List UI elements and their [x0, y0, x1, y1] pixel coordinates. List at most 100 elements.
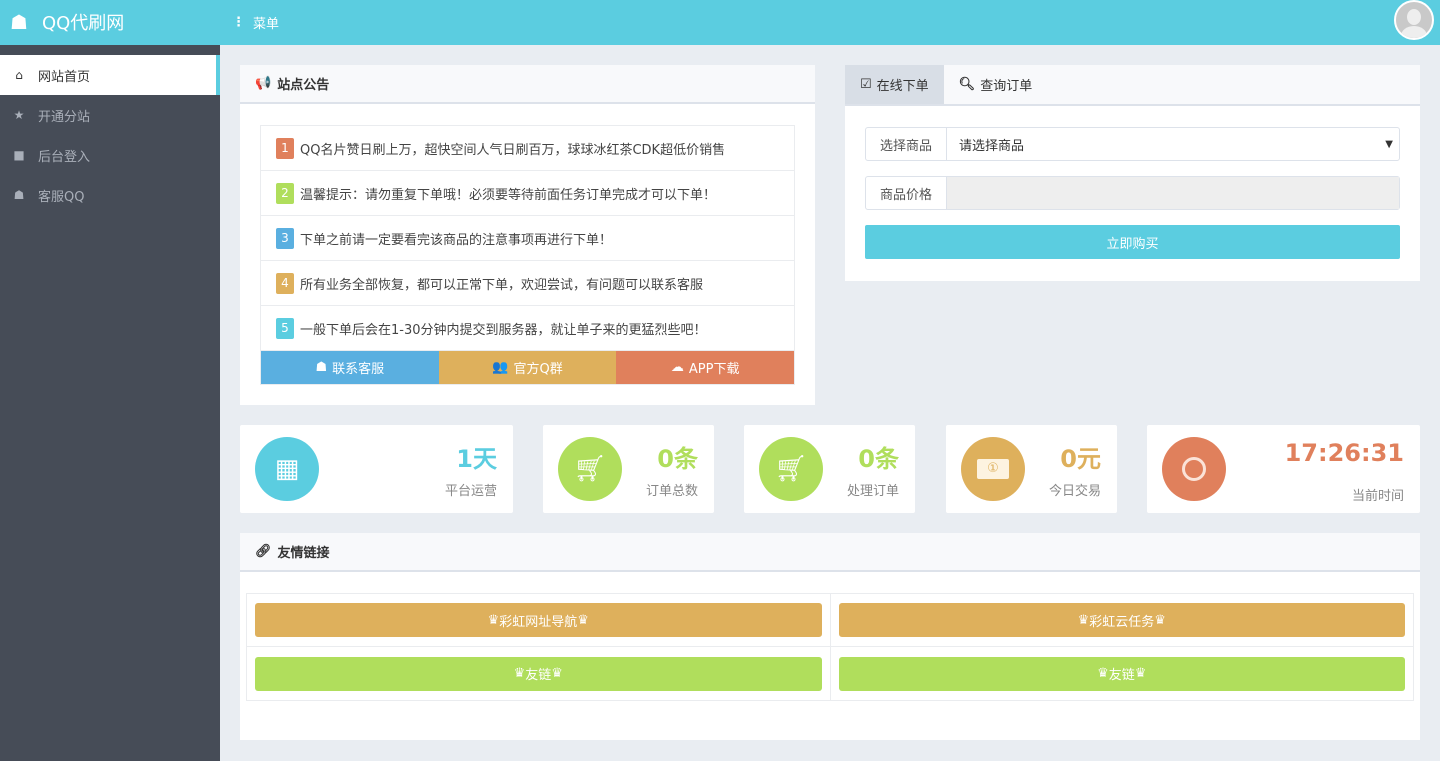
menu-label: 菜单	[253, 17, 280, 32]
notice-number: 3	[276, 227, 294, 249]
stat-card-today-trade: ① 0元 今日交易	[946, 425, 1117, 513]
sidebar-item-admin-login[interactable]: ■ 后台登入	[0, 135, 220, 175]
notice-number: 2	[276, 182, 294, 204]
crown-icon: ♛	[551, 666, 563, 681]
tab-label: 在线下单	[876, 79, 929, 94]
clock-icon	[1162, 437, 1226, 501]
bullhorn-icon: 📢	[255, 76, 272, 91]
notice-list: 1 QQ名片赞日刷上万，超快空间人气日刷百万，球球冰红茶CDK超低价销售 2 温馨提…	[260, 125, 795, 385]
links-title: 友情链接	[277, 546, 330, 561]
tab-query-order[interactable]: 🔍︎ 查询订单	[944, 65, 1048, 104]
link-label: 友链	[1108, 668, 1135, 683]
stat-label: 当前时间	[1351, 489, 1404, 504]
official-group-button[interactable]: 👥 官方Q群	[438, 351, 617, 384]
search-icon: 🔍︎	[958, 77, 976, 92]
order-panel: ☑ 在线下单 🔍︎ 查询订单 选择商品 请选择商品 ▼ 商品价格 立即购买	[845, 65, 1420, 281]
notice-item: 4 所有业务全部恢复，都可以正常下单，欢迎尝试，有问题可以联系客服	[261, 261, 794, 306]
stat-label: 今日交易	[1048, 484, 1101, 499]
crown-icon: ♛	[1154, 612, 1166, 628]
link-button[interactable]: ♛ 友链 ♛	[838, 656, 1405, 691]
stat-card-uptime: ▦ 1天 平台运营	[240, 425, 513, 513]
top-header: ☗ QQ代刷网 ⋮ 菜单	[0, 0, 1440, 45]
button-label: APP下载	[688, 362, 740, 377]
tab-online-order[interactable]: ☑ 在线下单	[845, 65, 944, 104]
crown-icon: ♛	[513, 666, 526, 681]
sidebar-item-label: 后台登入	[38, 149, 91, 165]
qq-icon: ☗	[315, 360, 328, 375]
notice-text: 一般下单后会在1-30分钟内提交到服务器，就让单子来的更猛烈些吧！	[300, 322, 707, 338]
product-select-value: 请选择商品	[959, 138, 1025, 154]
link-label: 彩虹云任务	[1089, 614, 1155, 630]
link-button[interactable]: ♛ 友链 ♛	[255, 656, 822, 691]
crown-icon: ♛	[1097, 666, 1109, 681]
price-group: 商品价格	[865, 176, 1400, 210]
star-icon: ★	[13, 108, 25, 122]
users-icon: 👥	[492, 360, 509, 375]
lock-icon: ■	[13, 148, 25, 162]
link-button[interactable]: ♛ 彩虹云任务 ♛	[838, 603, 1405, 637]
notice-item: 2 温馨提示：请勿重复下单哦！必须要等待前面任务订单完成才可以下单！	[261, 171, 794, 216]
sidebar-item-support-qq[interactable]: ☗ 客服QQ	[0, 175, 220, 215]
crown-icon: ♛	[487, 612, 500, 628]
notice-text: QQ名片赞日刷上万，超快空间人气日刷百万，球球冰红茶CDK超低价销售	[300, 142, 726, 158]
links-header: 🔗︎ 友情链接	[240, 533, 1420, 572]
app-download-button[interactable]: ☁ APP下载	[616, 351, 795, 384]
stat-value: 1天	[456, 445, 497, 473]
menu-toggle[interactable]: ⋮ 菜单	[232, 13, 279, 32]
notice-item: 5 一般下单后会在1-30分钟内提交到服务器，就让单子来的更猛烈些吧！	[261, 306, 794, 351]
site-logo[interactable]: ☗ QQ代刷网	[10, 9, 124, 35]
qq-icon: ☗	[13, 188, 25, 202]
cart-icon: 🛒︎	[759, 437, 823, 501]
stat-value: 0条	[858, 445, 899, 473]
crown-icon: ♛	[1134, 666, 1147, 681]
avatar[interactable]	[1394, 0, 1434, 40]
caret-down-icon: ▼	[1385, 138, 1393, 150]
home-icon: ⌂	[15, 68, 23, 82]
qq-penguin-icon: ☗	[10, 10, 28, 34]
stat-label: 处理订单	[846, 484, 899, 499]
notice-title: 站点公告	[277, 78, 330, 93]
notice-text: 温馨提示：请勿重复下单哦！必须要等待前面任务订单完成才可以下单！	[300, 187, 717, 203]
stat-label: 订单总数	[645, 484, 698, 499]
check-square-icon: ☑	[860, 77, 872, 92]
crown-icon: ♛	[1077, 612, 1090, 628]
links-panel: 🔗︎ 友情链接 ♛ 彩虹网址导航 ♛ ♛ 彩虹云任务 ♛ ♛ 友链 ♛ ♛ 友链 ♛	[240, 533, 1420, 740]
stat-value: 17:26:31	[1284, 439, 1404, 467]
sidebar-item-label: 网站首页	[38, 69, 91, 85]
money-icon: ①	[961, 437, 1025, 501]
stat-card-current-time: 17:26:31 当前时间	[1147, 425, 1420, 513]
button-label: 官方Q群	[513, 362, 563, 377]
calendar-icon: ▦	[255, 437, 319, 501]
notice-text: 所有业务全部恢复，都可以正常下单，欢迎尝试，有问题可以联系客服	[300, 277, 704, 293]
notice-number: 4	[276, 272, 294, 294]
link-label: 友链	[525, 668, 552, 683]
stat-value: 0元	[1060, 445, 1101, 473]
notice-item: 3 下单之前请一定要看完该商品的注意事项再进行下单！	[261, 216, 794, 261]
site-name: QQ代刷网	[41, 13, 125, 34]
crown-icon: ♛	[577, 612, 589, 628]
link-icon: 🔗︎	[255, 544, 272, 559]
sidebar-item-label: 开通分站	[38, 109, 91, 125]
sidebar-item-substation[interactable]: ★ 开通分站	[0, 95, 220, 135]
link-button[interactable]: ♛ 彩虹网址导航 ♛	[255, 603, 822, 637]
stat-value: 0条	[657, 445, 698, 473]
price-label: 商品价格	[866, 177, 947, 209]
contact-support-button[interactable]: ☗ 联系客服	[261, 351, 439, 384]
sidebar: ⌂ 网站首页 ★ 开通分站 ■ 后台登入 ☗ 客服QQ	[0, 45, 220, 761]
stat-card-total-orders: 🛒︎ 0条 订单总数	[543, 425, 714, 513]
notice-number: 1	[276, 137, 294, 159]
notice-number: 5	[276, 317, 294, 339]
cart-icon: 🛒︎	[558, 437, 622, 501]
notice-panel: 📢 站点公告 1 QQ名片赞日刷上万，超快空间人气日刷百万，球球冰红茶CDK超低价销…	[240, 65, 815, 405]
notice-item: 1 QQ名片赞日刷上万，超快空间人气日刷百万，球球冰红茶CDK超低价销售	[261, 126, 794, 171]
buy-now-button[interactable]: 立即购买	[865, 225, 1400, 259]
button-label: 联系客服	[332, 362, 385, 377]
notice-header: 📢 站点公告	[240, 65, 815, 104]
price-field	[947, 177, 1399, 209]
vertical-ellipsis-icon: ⋮	[232, 15, 245, 30]
sidebar-item-home[interactable]: ⌂ 网站首页	[0, 55, 220, 95]
links-table: ♛ 彩虹网址导航 ♛ ♛ 彩虹云任务 ♛ ♛ 友链 ♛ ♛ 友链 ♛	[246, 593, 1414, 701]
sidebar-item-label: 客服QQ	[38, 189, 85, 205]
link-label: 彩虹网址导航	[499, 614, 578, 630]
product-select[interactable]: 请选择商品 ▼	[947, 128, 1399, 160]
